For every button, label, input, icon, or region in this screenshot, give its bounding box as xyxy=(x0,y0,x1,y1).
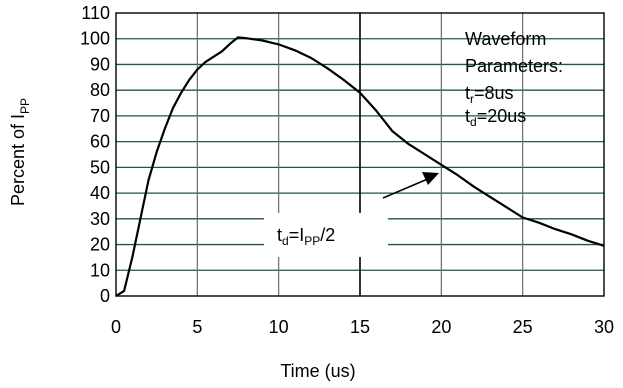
half-peak-arrow-head xyxy=(422,172,439,185)
half-peak-label: td=IPP/2 xyxy=(277,225,335,248)
tick-labels: 0 10 20 30 40 50 60 70 80 90 100 110 0 5 10 15 20 25 30 xyxy=(80,3,614,337)
y-tick-label: 0 xyxy=(100,286,110,306)
half-peak-arrow-shaft xyxy=(382,177,431,199)
y-tick-label: 10 xyxy=(90,260,110,280)
x-tick-label: 30 xyxy=(594,317,614,337)
parameters-label: Parameters: xyxy=(465,56,563,76)
x-tick-label: 5 xyxy=(192,317,202,337)
y-tick-label: 30 xyxy=(90,209,110,229)
y-tick-label: 20 xyxy=(90,235,110,255)
x-tick-label: 0 xyxy=(111,317,121,337)
y-tick-label: 60 xyxy=(90,132,110,152)
y-tick-label: 40 xyxy=(90,183,110,203)
decay-time-param: td=20us xyxy=(465,106,526,129)
y-tick-label: 110 xyxy=(81,3,110,23)
y-axis-title: Percent of IPP xyxy=(8,98,32,206)
x-tick-label: 10 xyxy=(269,317,289,337)
waveform-parameters-annotation: Waveform Parameters: tr=8us td=20us xyxy=(465,29,563,129)
y-tick-label: 100 xyxy=(80,29,110,49)
x-tick-label: 15 xyxy=(350,317,370,337)
y-tick-label: 70 xyxy=(90,106,110,126)
waveform-title: Waveform xyxy=(465,29,546,49)
x-axis-title: Time (us) xyxy=(280,361,355,381)
waveform-curve xyxy=(115,36,605,297)
y-tick-label: 90 xyxy=(90,54,110,74)
plot-frame xyxy=(115,12,605,297)
x-tick-label: 25 xyxy=(513,317,533,337)
curve-layer xyxy=(115,36,605,297)
x-tick-label: 20 xyxy=(431,317,451,337)
half-peak-annotation: td=IPP/2 xyxy=(264,172,439,257)
rise-time-param: tr=8us xyxy=(465,83,514,106)
half-peak-label-box xyxy=(264,213,388,257)
y-tick-label: 50 xyxy=(90,157,110,177)
y-tick-label: 80 xyxy=(90,80,110,100)
